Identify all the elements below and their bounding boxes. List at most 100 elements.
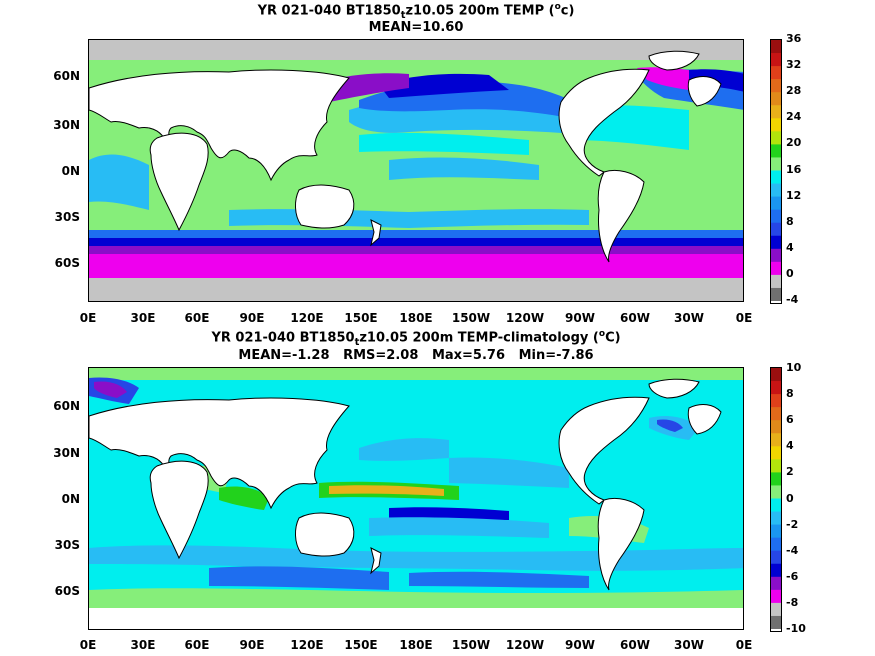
panel2-ylabel-0n: 0N xyxy=(61,492,80,506)
panel2-colorbar-label: 8 xyxy=(786,387,794,400)
colorbar-swatch xyxy=(771,66,781,80)
panel2-colorbar-label: -6 xyxy=(786,570,799,583)
panel1-xlabel: 120E xyxy=(290,311,324,325)
panel2-xlabel: 30E xyxy=(130,638,156,652)
panel2-ylabel-30n: 30N xyxy=(53,446,80,460)
panel1-colorbar-label: 24 xyxy=(786,110,802,123)
panel1-xlabel: 150E xyxy=(344,311,378,325)
colorbar-swatch xyxy=(771,170,781,185)
colorbar-swatch xyxy=(771,615,781,629)
colorbar-swatch xyxy=(771,196,781,211)
panel2-stats: MEAN=-1.28 RMS=2.08 Max=5.76 Min=-7.86 xyxy=(238,348,594,363)
panel2-xlabel: 120W xyxy=(505,638,545,652)
colorbar-swatch xyxy=(771,368,781,382)
panel1-colorbar-label: 28 xyxy=(786,84,802,97)
panel1-xlabel: 120W xyxy=(505,311,545,325)
panel2-ylabel-60n: 60N xyxy=(53,399,80,413)
panel2-colorbar-label: -4 xyxy=(786,544,799,557)
panel2-colorbar xyxy=(770,367,782,632)
colorbar-swatch xyxy=(771,446,781,460)
panel1-xlabel: 0E xyxy=(735,311,753,325)
panel1-colorbar-label: 16 xyxy=(786,163,802,176)
colorbar-swatch xyxy=(771,563,781,578)
panel1-ylabel-30s: 30S xyxy=(54,210,80,224)
panel2-colorbar-label: 10 xyxy=(786,361,802,374)
panel2-xlabel: 180E xyxy=(399,638,433,652)
colorbar-swatch xyxy=(771,433,781,447)
colorbar-swatch xyxy=(771,524,781,539)
colorbar-swatch xyxy=(771,550,781,565)
panel1-xlabel: 90E xyxy=(239,311,265,325)
colorbar-swatch xyxy=(771,79,781,93)
colorbar-swatch xyxy=(771,274,781,289)
panel2-xlabel: 120E xyxy=(290,638,324,652)
panel1-xlabel: 30W xyxy=(674,311,704,325)
panel1-colorbar-label: 32 xyxy=(786,58,802,71)
panel1-colorbar-label: 12 xyxy=(786,189,802,202)
colorbar-swatch xyxy=(771,472,781,486)
colorbar-swatch xyxy=(771,144,781,158)
colorbar-swatch xyxy=(771,53,781,67)
panel1-stats: MEAN=10.60 xyxy=(368,20,464,35)
panel2-title-unit: C) xyxy=(605,330,621,346)
colorbar-swatch xyxy=(771,209,781,224)
panel1-xlabel: 150W xyxy=(451,311,491,325)
panel2-colorbar-label: 6 xyxy=(786,413,794,426)
colorbar-swatch xyxy=(771,589,781,604)
panel2-colorbar-label: -2 xyxy=(786,518,799,531)
panel1-title-rest: z10.05 200m TEMP ( xyxy=(405,3,555,19)
panel1-title: YR 021-040 BT1850tz10.05 200m TEMP (oc) xyxy=(88,0,744,24)
colorbar-swatch xyxy=(771,261,781,276)
colorbar-swatch xyxy=(771,40,781,54)
panel2-title-subscript: t xyxy=(354,336,360,348)
colorbar-swatch xyxy=(771,394,781,408)
panel1-title-unit: c) xyxy=(560,3,575,19)
colorbar-swatch xyxy=(771,576,781,591)
colorbar-swatch xyxy=(771,131,781,145)
panel1-ylabel-60s: 60S xyxy=(54,256,80,270)
colorbar-swatch xyxy=(771,235,781,250)
colorbar-swatch xyxy=(771,498,781,513)
colorbar-swatch xyxy=(771,485,781,499)
colorbar-swatch xyxy=(771,602,781,617)
panel1-xlabel: 0E xyxy=(79,311,97,325)
colorbar-swatch xyxy=(771,537,781,552)
panel2-xlabel: 90E xyxy=(239,638,265,652)
colorbar-swatch xyxy=(771,118,781,132)
panel1-map xyxy=(88,39,744,302)
colorbar-swatch xyxy=(771,407,781,421)
panel2-xlabel: 150W xyxy=(451,638,491,652)
panel1-colorbar-label: 0 xyxy=(786,267,794,280)
colorbar-swatch xyxy=(771,222,781,237)
panel1-colorbar-label: 4 xyxy=(786,241,794,254)
panel2-colorbar-label: -10 xyxy=(786,622,806,635)
colorbar-swatch xyxy=(771,105,781,119)
panel2-xlabel: 30W xyxy=(674,638,704,652)
panel1-title-main: YR 021-040 BT1850 xyxy=(257,3,401,19)
panel2-colorbar-label: -8 xyxy=(786,596,799,609)
panel1-title-unit-sup: o xyxy=(554,2,561,12)
panel1-xlabel: 180E xyxy=(399,311,433,325)
panel1-xlabel: 30E xyxy=(130,311,156,325)
panel1-colorbar xyxy=(770,39,782,304)
panel1-colorbar-label: 8 xyxy=(786,215,794,228)
colorbar-swatch xyxy=(771,511,781,526)
panel2-xlabel: 60W xyxy=(620,638,650,652)
colorbar-swatch xyxy=(771,157,781,171)
panel2-xlabel: 60E xyxy=(184,638,210,652)
panel2-colorbar-label: 2 xyxy=(786,465,794,478)
panel2-map xyxy=(88,367,744,630)
panel2-colorbar-label: 4 xyxy=(786,439,794,452)
panel2-xlabel: 0E xyxy=(735,638,753,652)
colorbar-swatch xyxy=(771,183,781,198)
panel1-colorbar-label: 36 xyxy=(786,32,802,45)
colorbar-swatch xyxy=(771,381,781,395)
panel2-colorbar-label: 0 xyxy=(786,492,794,505)
panel1-colorbar-label: -4 xyxy=(786,293,799,306)
panel2-title-rest: z10.05 200m TEMP-climatology ( xyxy=(359,330,599,346)
panel1-ylabel-0n: 0N xyxy=(61,164,80,178)
panel2-title: YR 021-040 BT1850tz10.05 200m TEMP-clima… xyxy=(88,326,744,351)
panel1-ylabel-30n: 30N xyxy=(53,118,80,132)
colorbar-swatch xyxy=(771,420,781,434)
panel1-xlabel: 60W xyxy=(620,311,650,325)
